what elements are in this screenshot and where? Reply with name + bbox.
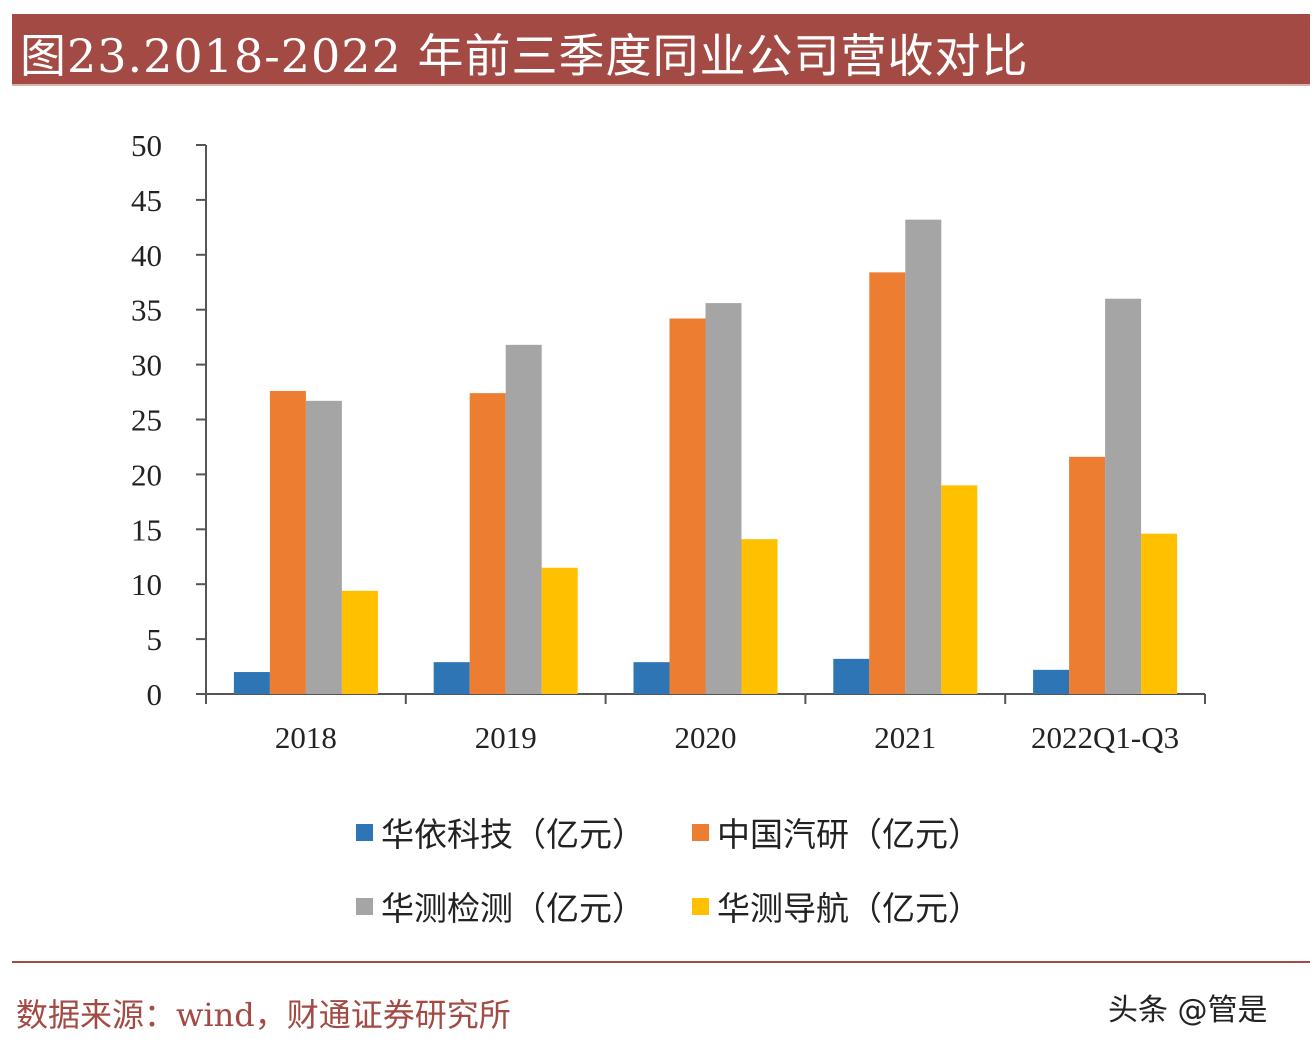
y-tick-label: 35: [131, 293, 162, 328]
legend-item-1: 中国汽研（亿元）: [692, 808, 981, 856]
source-note: 数据来源：wind，财通证券研究所: [16, 996, 511, 1034]
y-tick-label: 15: [131, 512, 162, 547]
legend-swatch-3: [692, 897, 709, 915]
x-tick-label: 2020: [675, 720, 737, 755]
bar-0-1: [433, 662, 470, 694]
bar-1-1: [469, 393, 506, 694]
bar-3-2: [741, 539, 778, 694]
bar-0-0: [233, 672, 270, 694]
chart-title: 图23.2018-2022 年前三季度同业公司营收对比: [20, 29, 1029, 83]
y-tick-label: 10: [131, 567, 162, 602]
legend-item-2: 华测检测（亿元）: [356, 882, 645, 930]
y-tick-label: 40: [131, 238, 162, 273]
y-tick-label: 50: [131, 128, 162, 163]
x-tick-label: 2018: [275, 720, 337, 755]
footer-divider: [12, 961, 1310, 963]
bar-0-3: [833, 658, 870, 694]
legend-label-2: 华测检测（亿元）: [381, 889, 645, 928]
bar-2-4: [1105, 298, 1142, 694]
y-tick-label: 45: [131, 183, 162, 218]
x-tick-label: 2019: [475, 720, 537, 755]
bar-3-1: [541, 567, 578, 694]
bar-chart: 0 5 10 15 20 25 30 35 40 45 50 2018 2019 2020 2021 2022…: [131, 128, 1206, 755]
legend-label-3: 华测导航（亿元）: [717, 889, 981, 928]
y-tick-label: 25: [131, 403, 162, 438]
bar-2-0: [305, 400, 342, 694]
bar-3-0: [341, 590, 378, 694]
bar-1-0: [269, 390, 306, 694]
bar-1-2: [669, 318, 706, 694]
bar-3-4: [1141, 533, 1178, 694]
legend-swatch-2: [356, 897, 373, 915]
bar-1-3: [869, 272, 906, 694]
x-tick-label: 2022Q1-Q3: [1031, 720, 1179, 755]
title-bar: 图23.2018-2022 年前三季度同业公司营收对比: [12, 14, 1310, 84]
title-underline: [12, 84, 1310, 86]
bar-0-2: [633, 662, 670, 694]
y-tick-label: 20: [131, 457, 162, 492]
legend-label-1: 中国汽研（亿元）: [717, 815, 981, 854]
bar-2-2: [705, 303, 742, 694]
legend-swatch-0: [356, 823, 373, 841]
bar-3-3: [941, 485, 978, 694]
legend-label-0: 华依科技（亿元）: [381, 815, 645, 854]
bar-0-4: [1033, 669, 1070, 694]
legend-swatch-1: [692, 823, 709, 841]
x-tick-label: 2021: [874, 720, 936, 755]
bar-2-3: [905, 219, 942, 694]
legend-item-3: 华测导航（亿元）: [692, 882, 981, 930]
y-tick-label: 0: [147, 677, 163, 712]
bar-1-4: [1069, 456, 1106, 694]
legend-item-0: 华依科技（亿元）: [356, 808, 645, 856]
y-tick-label: 30: [131, 348, 162, 383]
bar-2-1: [505, 344, 542, 694]
watermark: 头条 @管是: [1108, 993, 1268, 1028]
y-tick-label: 5: [147, 622, 163, 657]
